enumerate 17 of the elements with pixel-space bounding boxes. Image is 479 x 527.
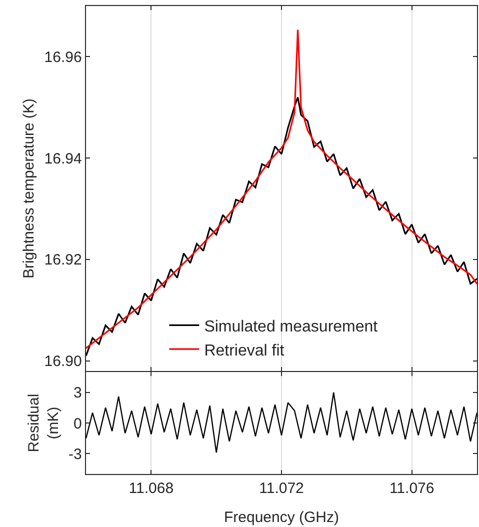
legend-label: Retrieval fit	[204, 342, 285, 360]
y-tick-label: 16.94	[44, 150, 82, 168]
y-tick-label: -3	[68, 446, 82, 463]
x-tick-label: 11.068	[128, 480, 174, 498]
y-axis-title: Residual (mK)	[25, 394, 62, 452]
line-series	[86, 392, 477, 454]
y-tick-label: 16.92	[44, 252, 82, 269]
y-tick-label: 16.90	[44, 353, 82, 370]
line-series	[86, 96, 477, 357]
x-tick-label: 11.072	[259, 480, 304, 498]
legend-label: Simulated measurement	[204, 318, 378, 336]
x-tick-label: 11.076	[389, 480, 434, 498]
y-tick-label: 3	[74, 384, 82, 402]
x-axis-title: Frequency (GHz)	[224, 509, 340, 526]
y-tick-label: 0	[74, 415, 82, 432]
y-tick-label: 16.96	[44, 48, 82, 66]
y-axis-title: Brightness temperature (K)	[20, 98, 38, 279]
